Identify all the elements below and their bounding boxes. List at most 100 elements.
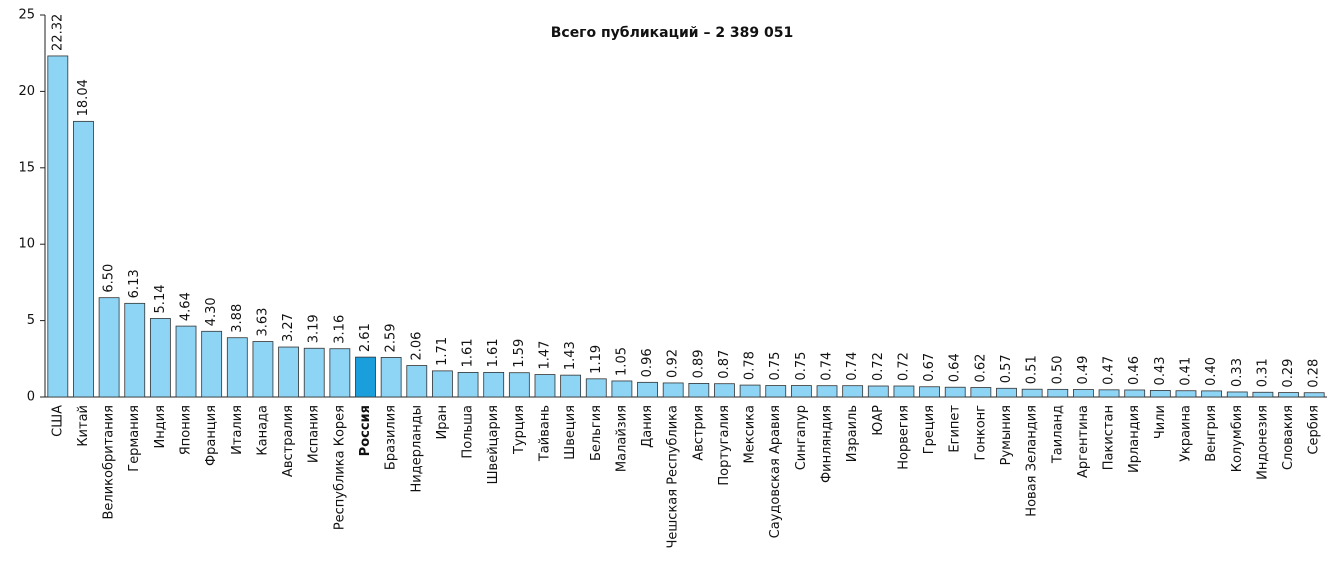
- x-tick-label: Австралия: [281, 405, 296, 477]
- bar: [1047, 388, 1069, 398]
- x-tick-label: Россия: [358, 405, 373, 456]
- bar: [611, 380, 633, 398]
- bar: [867, 385, 889, 398]
- bar: [662, 382, 684, 398]
- value-label: 0.50: [1050, 355, 1065, 384]
- bar: [149, 318, 171, 398]
- value-label: 4.30: [204, 297, 219, 326]
- x-tick-label: Чешская Республика: [666, 405, 681, 549]
- value-label: 4.64: [179, 292, 194, 321]
- value-label: 2.59: [384, 323, 399, 352]
- x-tick-label: Саудовская Аравия: [768, 405, 783, 538]
- bar: [1201, 390, 1223, 398]
- x-tick-label: Гонконг: [973, 405, 988, 461]
- bar: [765, 385, 787, 398]
- value-label: 22.32: [50, 14, 65, 51]
- x-tick-label: Нидерланды: [409, 405, 424, 493]
- x-tick-label: Финляндия: [820, 405, 835, 483]
- value-label: 3.19: [307, 314, 322, 343]
- value-label: 0.40: [1204, 357, 1219, 386]
- value-label: 18.04: [76, 79, 91, 116]
- value-label: 0.28: [1307, 359, 1322, 388]
- x-tick-label: Бельгия: [589, 405, 604, 461]
- x-tick-label: Сербия: [1307, 405, 1322, 455]
- value-label: 6.50: [102, 264, 117, 293]
- value-label: 0.57: [999, 354, 1014, 383]
- x-tick-label: Австрия: [691, 405, 706, 461]
- bar: [98, 297, 120, 398]
- x-tick-label: ЮАР: [871, 405, 886, 436]
- value-label: 0.67: [922, 353, 937, 382]
- bar: [226, 337, 248, 398]
- bar: [278, 346, 299, 398]
- value-label: 2.61: [358, 323, 373, 352]
- value-label: 1.19: [589, 345, 604, 374]
- x-tick-label: Испания: [307, 405, 322, 463]
- x-tick-label: Румыния: [999, 405, 1014, 465]
- bar: [996, 387, 1017, 398]
- x-tick-label: Тайвань: [537, 405, 552, 462]
- bar: [560, 374, 582, 398]
- bar: [1124, 389, 1146, 398]
- bar: [1149, 390, 1171, 398]
- bar: [457, 371, 479, 398]
- x-tick-label: Колумбия: [1230, 405, 1245, 472]
- value-label: 3.88: [230, 304, 245, 333]
- bar: [380, 357, 402, 398]
- value-label: 0.49: [1076, 356, 1091, 385]
- x-tick-label: Индонезия: [1255, 405, 1270, 480]
- bar: [919, 386, 940, 398]
- y-tick-label: 25: [18, 8, 35, 23]
- bar: [970, 387, 992, 398]
- bar: [1073, 389, 1094, 398]
- bar: [1175, 390, 1197, 398]
- x-tick-label: Норвегия: [896, 405, 911, 470]
- x-tick-label: Бразилия: [384, 405, 399, 470]
- value-label: 0.72: [871, 352, 886, 381]
- bar: [124, 302, 146, 398]
- chart-title: Всего публикаций – 2 389 051: [551, 25, 794, 41]
- y-tick-label: 15: [18, 160, 35, 175]
- value-label: 1.47: [537, 341, 552, 370]
- bar: [329, 348, 351, 398]
- x-tick-label: Канада: [255, 405, 270, 456]
- value-label: 0.72: [896, 352, 911, 381]
- bar: [1226, 391, 1248, 398]
- bar: [201, 330, 223, 398]
- x-tick-label: Словакия: [1281, 405, 1296, 470]
- x-tick-label: Израиль: [845, 405, 860, 462]
- x-tick-label: США: [50, 405, 65, 437]
- bar: [714, 383, 735, 398]
- value-label: 0.75: [768, 352, 783, 381]
- value-label: 0.43: [1153, 356, 1168, 385]
- x-tick-label: Португалия: [717, 405, 732, 486]
- bar: [483, 371, 505, 398]
- bar: [585, 378, 607, 398]
- bar: [534, 374, 556, 398]
- value-label: 0.96: [640, 348, 655, 377]
- bar: [47, 55, 69, 398]
- x-tick-label: Швеция: [563, 405, 578, 460]
- bar: [816, 385, 838, 398]
- value-label: 0.62: [973, 354, 988, 383]
- bar: [688, 383, 710, 398]
- value-label: 0.29: [1281, 359, 1296, 388]
- x-tick-label: Республика Корея: [332, 405, 347, 530]
- x-tick-label: Греция: [922, 405, 937, 454]
- bar: [406, 365, 428, 398]
- bar: [790, 385, 812, 398]
- x-tick-label: Япония: [179, 405, 194, 455]
- bar: [432, 370, 453, 398]
- x-tick-label: Таиланд: [1050, 405, 1065, 464]
- x-tick-label: Франция: [204, 405, 219, 466]
- x-tick-label: Турция: [512, 405, 527, 455]
- x-tick-label: Ирландия: [1127, 405, 1142, 473]
- value-label: 0.51: [1025, 355, 1040, 384]
- value-label: 0.46: [1127, 356, 1142, 385]
- x-tick-label: Украина: [1178, 405, 1193, 462]
- x-tick-label: Великобритания: [102, 405, 117, 520]
- y-tick-label: 0: [27, 390, 35, 405]
- value-label: 0.64: [948, 353, 963, 382]
- x-tick-label: Швейцария: [486, 405, 501, 484]
- bar: [1098, 389, 1120, 398]
